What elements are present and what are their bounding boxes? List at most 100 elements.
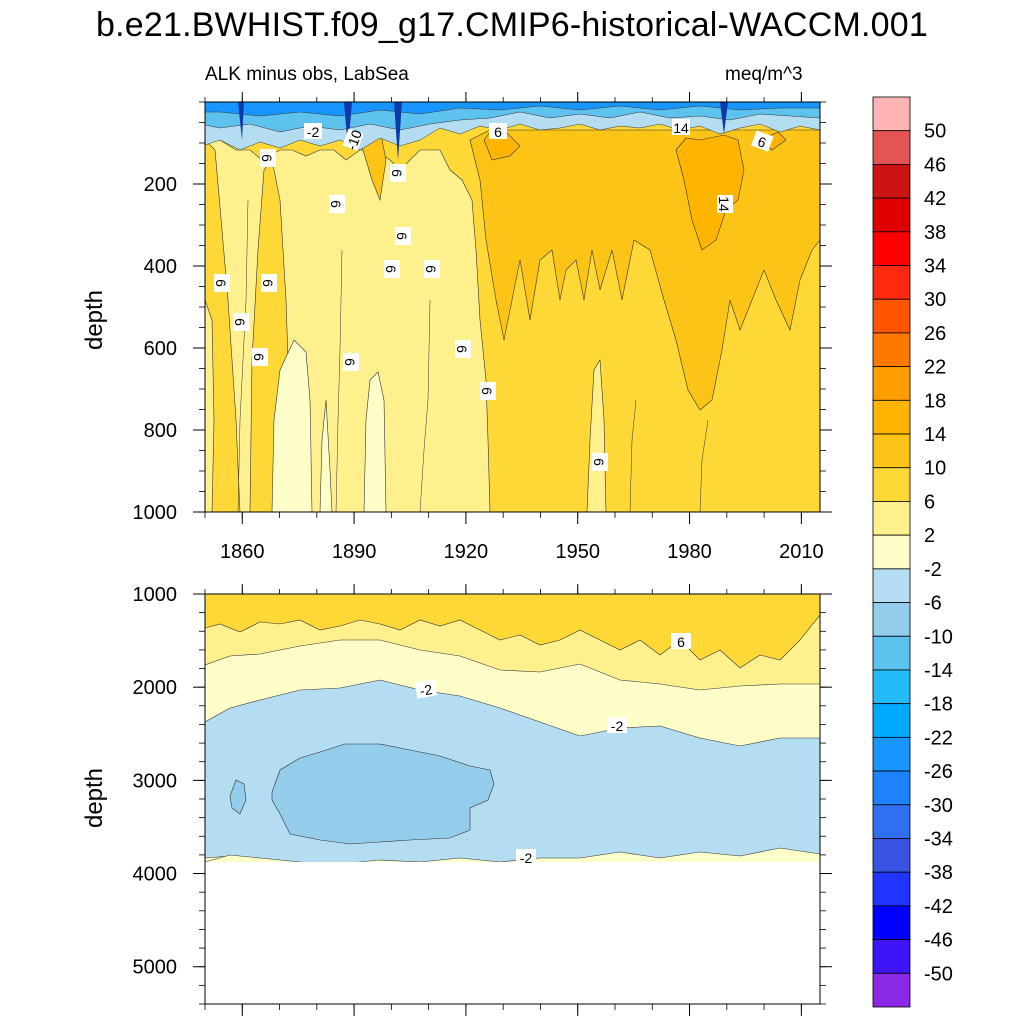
colorbar-swatch (872, 736, 911, 772)
colorbar-swatch (872, 366, 911, 401)
contour-label-text: 6 (389, 169, 405, 177)
y-tick-label: 5000 (133, 957, 178, 979)
contour-label-text: 6 (213, 279, 229, 287)
contour-label: -10 (342, 128, 365, 152)
y-tick-label: 400 (144, 256, 177, 278)
colorbar-swatch (872, 467, 911, 502)
contour-label: 14 (716, 195, 733, 213)
contour-label: 6 (389, 164, 406, 182)
y-tick-label: 200 (144, 174, 177, 196)
colorbar-swatch (872, 804, 911, 839)
colorbar-swatch (872, 332, 911, 368)
band-m10-m6 (229, 779, 247, 815)
contour-line (335, 249, 343, 512)
colorbar-label: -18 (924, 694, 953, 716)
x-tick-label: 1860 (220, 541, 265, 563)
contour-label-text: 6 (677, 634, 685, 650)
colorbar-label: 38 (924, 222, 946, 244)
contour-label: 6 (251, 348, 268, 366)
x-tick-label: 1890 (332, 541, 377, 563)
band-6-10 (205, 594, 820, 669)
y-axis-label: depth (81, 290, 108, 350)
contour-label-text: 6 (259, 154, 275, 162)
colorbar-label: 50 (924, 121, 946, 143)
contour-label-text: 6 (342, 358, 358, 366)
colorbar-label: -26 (924, 761, 953, 783)
band-2-6 (586, 359, 607, 512)
contour-label: 6 (260, 274, 277, 292)
colorbar-swatch (872, 164, 911, 199)
contour-label: 6 (751, 130, 774, 152)
contour-line (699, 419, 709, 512)
contour-label: 6 (489, 123, 507, 140)
contour-label: 6 (479, 382, 496, 400)
contour-label-text: 6 (394, 232, 410, 240)
colorbar-swatch (872, 534, 911, 570)
deep-negative-streak (394, 102, 402, 160)
contour-label-text: 6 (423, 265, 439, 273)
contour-label: 6 (591, 453, 608, 471)
colorbar-label: 22 (924, 357, 946, 379)
deep-negative-streak (344, 102, 352, 150)
contour-label-text: 6 (383, 265, 399, 273)
colorbar-swatch (872, 939, 911, 974)
contour-label-text: 6 (260, 279, 276, 287)
colorbar-label: -46 (924, 930, 953, 952)
contour-label-text: 6 (591, 458, 607, 466)
contour-label-text: 14 (716, 196, 732, 212)
variable-subtitle: ALK minus obs, LabSea (205, 64, 409, 85)
band-m2-2 (319, 399, 333, 512)
contour-label-text: 6 (479, 387, 495, 395)
contour-label: 6 (342, 353, 359, 371)
y-axis-label: depth (81, 768, 108, 828)
missing-data-area (205, 862, 820, 1004)
contour-label: 6 (671, 633, 691, 650)
colorbar-label: -14 (924, 660, 953, 682)
contour-label-text: 6 (494, 124, 502, 140)
contour-label-text: -2 (418, 681, 433, 699)
colorbar-swatch (872, 905, 911, 940)
y-tick-label: 800 (144, 420, 177, 442)
contour-label-text: 6 (454, 345, 470, 353)
contour-label: -2 (516, 849, 536, 866)
band-m22-m14 (205, 102, 820, 117)
band-m2-2 (363, 371, 387, 512)
contour-label: 6 (423, 260, 440, 278)
contour-label: 6 (213, 274, 230, 292)
contour-labels: -2 -10 6 6 14 6 6 6 6 6 6 6 6 6 6 6 6 6 6 14 6 -2 -2 -2 (213, 119, 774, 866)
contour-label-text: -2 (307, 124, 320, 140)
axes: 1860 1890 1920 1950 1980 2010 200 400 600 800 1000… (81, 92, 832, 1016)
colorbar-swatch (872, 298, 911, 334)
contour-label-text: 6 (328, 200, 344, 208)
colorbar-swatch (872, 972, 911, 1008)
colorbar-swatch (872, 433, 911, 469)
y-tick-label: 1000 (133, 502, 178, 524)
colorbar-swatch (872, 770, 911, 806)
contour-label: 6 (259, 149, 276, 167)
y-tick-label: 1000 (133, 584, 178, 606)
band-m10-m6 (271, 743, 495, 845)
chart-title: b.e21.BWHIST.f09_g17.CMIP6-historical-WA… (96, 6, 928, 44)
band-2-6 (205, 139, 491, 512)
colorbar-swatch (872, 130, 911, 165)
colorbar-label: -2 (924, 559, 942, 581)
colorbar-label: 14 (924, 424, 946, 446)
contour-label-text: -2 (520, 850, 533, 866)
contour-line (419, 299, 431, 512)
colorbar-label: -50 (924, 963, 953, 985)
colorbar-swatch (872, 871, 911, 907)
contour-line (237, 199, 249, 512)
contour-label: 14 (672, 119, 690, 136)
x-tick-label: 2010 (779, 541, 824, 563)
colorbar-label: 2 (924, 525, 935, 547)
deep-negative-streak (238, 102, 244, 140)
colorbar-label: -42 (924, 896, 953, 918)
colorbar-swatch (872, 265, 911, 300)
x-tick-label: 1980 (667, 541, 712, 563)
colorbar-swatch (872, 231, 911, 266)
colorbar-swatch (872, 838, 911, 873)
bottom-panel-field (205, 594, 820, 1004)
band-2-6 (205, 299, 215, 512)
contour-label-text: 14 (673, 120, 689, 136)
